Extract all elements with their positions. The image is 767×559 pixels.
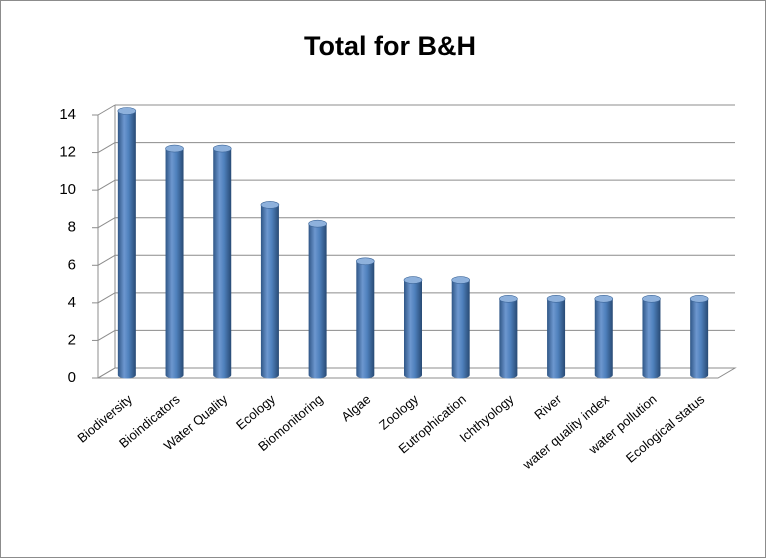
y-tick-label: 0 xyxy=(68,369,76,386)
bar-top xyxy=(260,201,280,209)
y-tick-label: 8 xyxy=(68,219,76,236)
side-wall-line xyxy=(97,179,116,191)
bar-top xyxy=(642,295,661,303)
side-wall-line xyxy=(97,292,116,304)
bar xyxy=(165,145,184,379)
bar-top xyxy=(308,219,327,228)
bar xyxy=(690,295,709,379)
bar xyxy=(213,145,232,379)
side-wall-line xyxy=(97,217,116,229)
bar-top xyxy=(499,295,518,303)
y-tick-label: 6 xyxy=(68,256,76,273)
bar xyxy=(594,295,613,379)
bar xyxy=(356,257,375,379)
bar xyxy=(499,295,518,379)
y-tick-label: 4 xyxy=(68,294,76,311)
bar xyxy=(547,295,566,379)
bar xyxy=(308,220,327,379)
y-tick-label: 2 xyxy=(68,331,76,348)
side-wall-line xyxy=(97,254,116,266)
bar xyxy=(642,295,661,379)
bar-top xyxy=(689,295,709,303)
y-tick-label: 14 xyxy=(59,106,76,123)
side-wall-line xyxy=(97,104,116,116)
side-wall-line xyxy=(97,329,116,341)
bar-top xyxy=(356,257,375,266)
side-wall-line xyxy=(97,142,116,154)
bar xyxy=(404,276,422,379)
bar-top xyxy=(403,276,423,284)
bar-top xyxy=(165,144,184,153)
bar-top xyxy=(212,144,232,153)
side-wall-line xyxy=(97,367,116,379)
bar-top xyxy=(117,107,137,115)
bar xyxy=(260,201,279,379)
bar-top xyxy=(594,295,614,303)
bar xyxy=(451,276,470,379)
y-tick-label: 12 xyxy=(59,144,76,161)
chart-title: Total for B&H xyxy=(304,31,476,61)
bar-top xyxy=(546,295,566,303)
bar xyxy=(117,107,136,379)
y-tick-label: 10 xyxy=(59,181,76,198)
bar-top xyxy=(451,276,470,284)
